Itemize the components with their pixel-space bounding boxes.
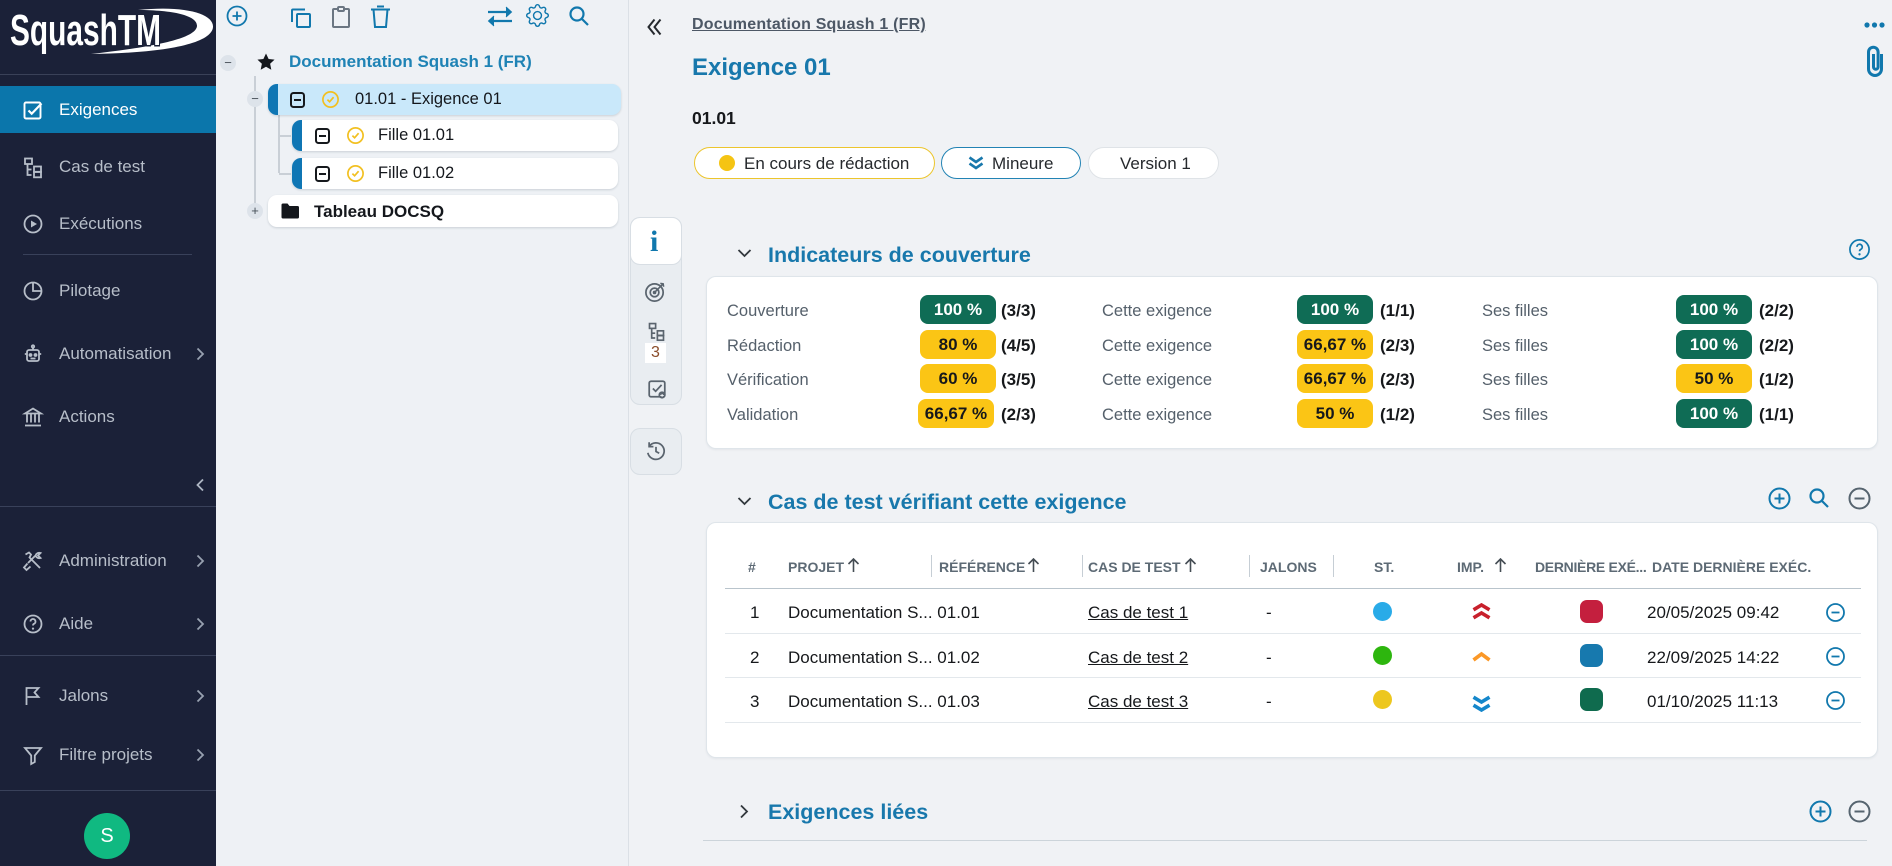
svg-text:SquashTM: SquashTM (10, 6, 161, 55)
